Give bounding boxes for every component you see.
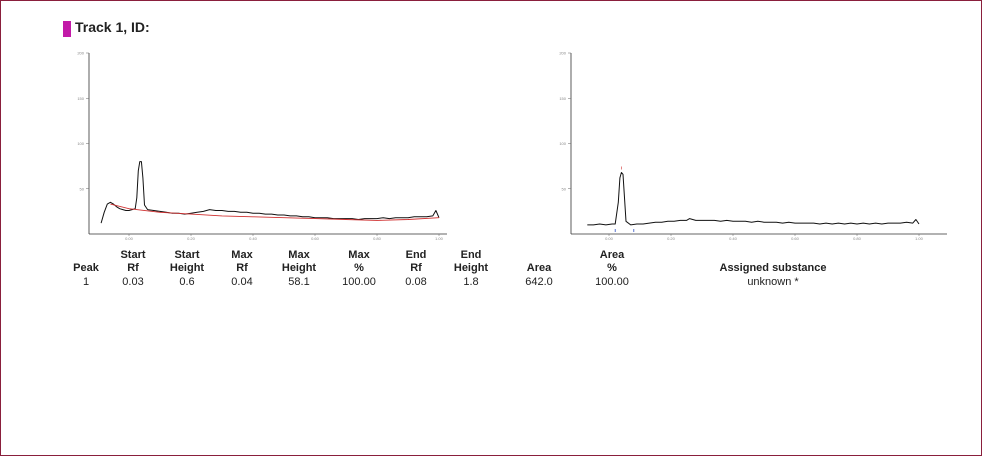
chart-2-y-tick-label: 50 — [562, 186, 567, 191]
chart-2-y-tick-label: 100 — [559, 141, 566, 146]
column-header-bottom-8: Area — [526, 262, 552, 274]
column-header-bottom-7: Height — [453, 262, 489, 274]
table-cell: 642.0 — [525, 276, 553, 288]
chart-2-y-tick-label: 150 — [559, 96, 566, 101]
table-cell: 0.6 — [179, 276, 195, 288]
column-header-top-3: Max — [231, 249, 253, 261]
densitogram-charts: 200 150 100 50 0.00 0.20 0.40 0.60 0.80 1.00 200 15… — [77, 51, 947, 241]
chart-2-x-tick-label: 0.00 — [605, 236, 614, 241]
column-header-top-6: End — [405, 249, 427, 261]
column-header-top-7: End — [460, 249, 482, 261]
chart-1-y-tick-label: 100 — [77, 141, 84, 146]
chart-1-trace-line — [100, 161, 440, 224]
chart-2-x-tick-label: 1.00 — [915, 236, 924, 241]
table-cell: 1.8 — [463, 276, 479, 288]
chart-1-x-tick-label: 1.00 — [435, 236, 444, 241]
chart-1-y-tick-label: 150 — [77, 96, 84, 101]
column-header-top-1: Start — [120, 249, 146, 261]
column-header-bottom-10: Assigned substance — [719, 262, 827, 274]
chart-2-trace-line — [587, 172, 920, 226]
column-header-bottom-4: Height — [281, 262, 317, 274]
chart-2-x-tick-label: 0.40 — [729, 236, 738, 241]
table-cell: unknown * — [747, 276, 799, 288]
chart-1-x-tick-label: 0.60 — [311, 236, 320, 241]
chart-1-baseline-line — [110, 203, 440, 221]
table-cell: 1 — [82, 276, 90, 288]
chart-1-x-tick-label: 0.20 — [187, 236, 196, 241]
column-header-bottom-6: Rf — [410, 262, 422, 274]
table-cell: 100.00 — [595, 276, 629, 288]
chart-2-x-tick-label: 0.80 — [853, 236, 862, 241]
table-cell: 0.08 — [405, 276, 427, 288]
table-cell: 100.00 — [342, 276, 376, 288]
chart-1-x-tick-label: 0.00 — [125, 236, 134, 241]
chart-1-x-tick-label: 0.80 — [373, 236, 382, 241]
chart-2-y-tick-label: 200 — [559, 51, 566, 56]
column-header-top-2: Start — [174, 249, 200, 261]
column-header-top-5: Max — [348, 249, 370, 261]
column-header-bottom-3: Rf — [236, 262, 248, 274]
table-cell: 0.03 — [122, 276, 144, 288]
chart-2-x-tick-label: 0.60 — [791, 236, 800, 241]
column-header-bottom-0: Peak — [73, 262, 99, 274]
column-header-bottom-5: % — [354, 262, 364, 274]
column-header-bottom-1: Rf — [127, 262, 139, 274]
table-cell: 0.04 — [231, 276, 253, 288]
title-accent-bar — [63, 21, 71, 37]
chart-1-x-tick-label: 0.40 — [249, 236, 258, 241]
column-header-bottom-2: Height — [169, 262, 205, 274]
chart-2-x-tick-label: 0.20 — [667, 236, 676, 241]
column-header-bottom-9: % — [607, 262, 617, 274]
column-header-top-9: Area — [599, 249, 625, 261]
column-header-top-4: Max — [288, 249, 310, 261]
chart-1-y-tick-label: 50 — [80, 186, 85, 191]
table-cell: 58.1 — [288, 276, 310, 288]
chart-1-y-tick-label: 200 — [77, 51, 84, 56]
track-title: Track 1, ID: — [75, 19, 150, 35]
